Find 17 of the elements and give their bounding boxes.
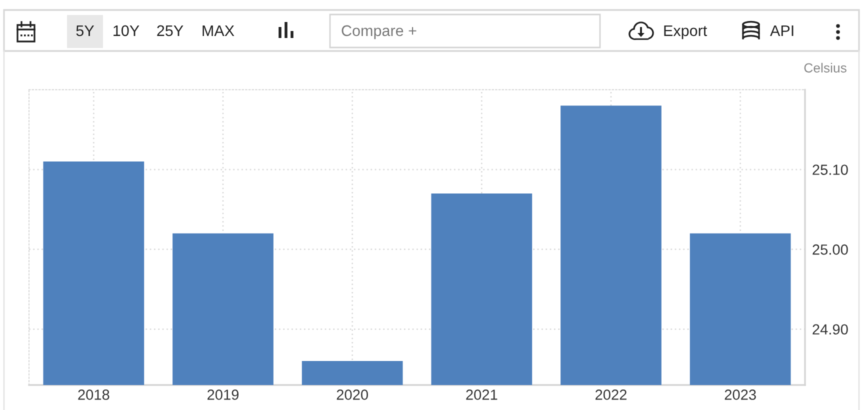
x-tick-label: 2022 xyxy=(596,390,626,400)
y-tick-label: 25.00 xyxy=(812,244,848,255)
x-tick-label: 2023 xyxy=(724,390,756,400)
x-tick-label: 2019 xyxy=(208,390,239,400)
y-axis-title: Celsius xyxy=(804,62,846,73)
text: Export xyxy=(664,25,708,40)
text: Compare + xyxy=(342,25,416,40)
x-tick-label: 2021 xyxy=(466,390,498,400)
text: MAX xyxy=(202,25,234,36)
text: 10Y xyxy=(114,25,140,36)
x-tick-label: 2020 xyxy=(336,390,368,400)
text: API xyxy=(770,25,794,36)
y-tick-label: 25.10 xyxy=(812,164,848,175)
text: 5Y xyxy=(76,25,94,36)
x-tick-label: 2018 xyxy=(78,390,110,400)
y-tick-label: 24.90 xyxy=(812,324,848,335)
text: 25Y xyxy=(157,25,184,36)
